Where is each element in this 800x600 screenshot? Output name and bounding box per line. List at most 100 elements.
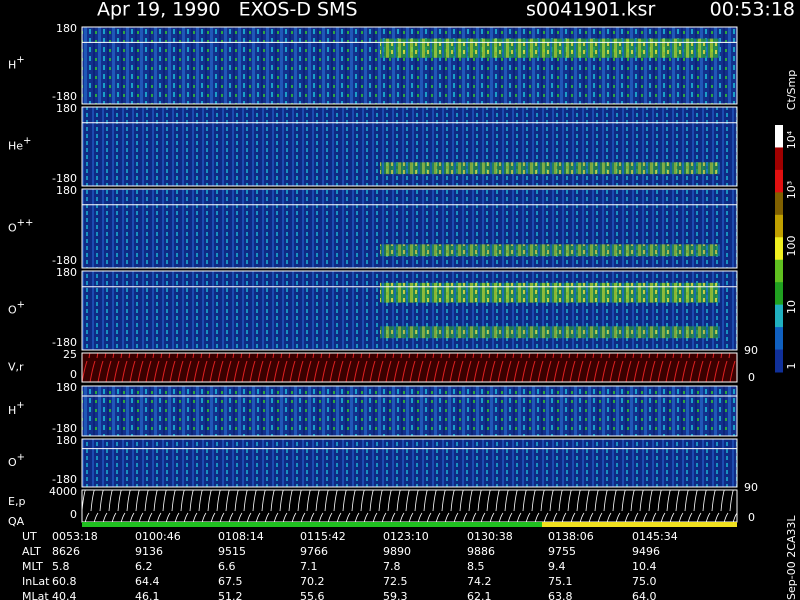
cell: 9515	[218, 545, 246, 558]
row-label: ALT	[22, 545, 41, 558]
label-main: O	[8, 304, 17, 317]
cell: 5.8	[52, 560, 70, 573]
axis-bottom: -180	[52, 422, 77, 435]
colorbar-unit: Ct/Smp	[785, 70, 798, 110]
info-table: UT 0053:18 0100:46 0108:14 0115:42 0123:10 013…	[22, 530, 678, 600]
label-main: H	[8, 59, 16, 72]
qa-bar	[542, 522, 737, 527]
cell: 60.8	[52, 575, 77, 588]
row-label: InLat	[22, 575, 50, 588]
cell: 0145:34	[632, 530, 678, 543]
colorbar-label: 10	[785, 300, 798, 314]
cell: 6.6	[218, 560, 236, 573]
bright-band	[380, 38, 720, 58]
cell: 64.0	[632, 590, 657, 600]
label-sup: +	[23, 136, 31, 147]
panel-label: H+	[8, 400, 25, 417]
spectrogram-panel	[81, 385, 738, 437]
axis-top: 180	[56, 266, 77, 279]
spectrogram-panel	[81, 352, 738, 383]
cell: 9496	[632, 545, 660, 558]
colorbar-cell	[775, 192, 783, 216]
colorbar: Ct/Smp 10⁴ 10³ 100 10 1	[775, 70, 798, 373]
colorbar-label: 10⁴	[785, 130, 798, 149]
cell: 8626	[52, 545, 80, 558]
cell: 46.1	[135, 590, 160, 600]
axis-top: 180	[56, 184, 77, 197]
colorbar-cell	[775, 304, 783, 328]
cell: 9136	[135, 545, 163, 558]
spectrogram-panel	[81, 438, 738, 488]
bright-band	[380, 326, 720, 339]
cell: 7.8	[383, 560, 401, 573]
footer: Sep-00 2CA33L	[785, 515, 798, 600]
panel-label: E,p	[8, 495, 25, 508]
cell: 6.2	[135, 560, 153, 573]
axis-bottom: 0	[70, 368, 77, 381]
panel-label: H+	[8, 55, 25, 72]
axis-bottom: -180	[52, 90, 77, 103]
cell: 75.0	[632, 575, 657, 588]
axis-right-top: 90	[744, 481, 758, 494]
label-sup: ++	[17, 218, 34, 229]
cell: 62.1	[467, 590, 492, 600]
panel-label: He+	[8, 136, 31, 153]
colorbar-cell	[775, 147, 783, 171]
axis-bottom: -180	[52, 473, 77, 486]
cell: 0053:18	[52, 530, 98, 543]
label-main: O	[8, 222, 17, 235]
axis-bottom: -180	[52, 336, 77, 349]
cell: 0108:14	[218, 530, 264, 543]
colorbar-cell	[775, 259, 783, 283]
qa-bar	[82, 522, 542, 527]
colorbar-cell	[775, 349, 783, 373]
axis-top: 180	[56, 434, 77, 447]
cell: 59.3	[383, 590, 408, 600]
axis-top: 180	[56, 22, 77, 35]
label-main: He	[8, 140, 23, 153]
colorbar-label: 1	[785, 363, 798, 370]
cell: 0100:46	[135, 530, 181, 543]
colorbar-cell	[775, 214, 783, 238]
label-sup: +	[17, 300, 25, 311]
axis-bottom: -180	[52, 254, 77, 267]
cell: 74.2	[467, 575, 492, 588]
cell: 70.2	[300, 575, 325, 588]
axis-top: 180	[56, 381, 77, 394]
cell: 9766	[300, 545, 328, 558]
axis-right-bottom: 0	[748, 371, 755, 384]
cell: 55.6	[300, 590, 325, 600]
cell: 0123:10	[383, 530, 429, 543]
cell: 0130:38	[467, 530, 513, 543]
bright-band	[380, 282, 720, 303]
axis-top: 4000	[49, 485, 77, 498]
label-main: E,p	[8, 495, 25, 508]
colorbar-cell	[775, 125, 783, 148]
label-sup: +	[16, 55, 24, 66]
file-name: s0041901.ksr	[526, 0, 655, 21]
axis-bottom: -180	[52, 172, 77, 185]
axis-top: 180	[56, 102, 77, 115]
title: Apr 19, 1990 EXOS-D SMS	[97, 0, 358, 21]
time: 00:53:18	[710, 0, 795, 21]
cell: 75.1	[548, 575, 573, 588]
cell: 9.4	[548, 560, 566, 573]
colorbar-cell	[775, 282, 783, 306]
cell: 51.2	[218, 590, 243, 600]
cell: 9890	[383, 545, 411, 558]
panel-label: QA	[8, 515, 25, 528]
label-main: V,r	[8, 361, 24, 374]
colorbar-cell	[775, 169, 783, 193]
axis-bottom: 0	[70, 508, 77, 521]
cell: 67.5	[218, 575, 243, 588]
cell: 10.4	[632, 560, 657, 573]
cell: 64.4	[135, 575, 160, 588]
axis-top: 25	[63, 348, 77, 361]
row-label: MLT	[22, 560, 43, 573]
panels: H+180-180He+180-180O++180-180O+180-180V,…	[8, 22, 758, 528]
panel-label: V,r	[8, 361, 24, 374]
cell: 40.4	[52, 590, 77, 600]
label-sup: +	[17, 452, 25, 463]
label-sup: +	[16, 400, 24, 411]
spectrogram-panel	[81, 489, 738, 523]
